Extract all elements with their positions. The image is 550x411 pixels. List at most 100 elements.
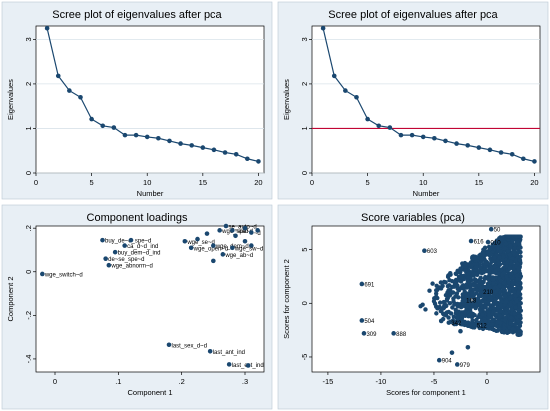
labeled-point	[188, 245, 194, 251]
labeled-point	[112, 249, 118, 255]
score-point	[442, 312, 447, 317]
score-point	[498, 309, 503, 314]
point-label: 691	[364, 282, 375, 288]
score-point	[500, 258, 506, 263]
score-point	[480, 312, 485, 317]
score-point	[497, 255, 502, 260]
score-point	[498, 293, 503, 299]
point-label: 616	[474, 240, 485, 246]
score-point	[503, 310, 509, 316]
score-point	[507, 252, 513, 258]
score-point	[466, 271, 471, 276]
score-point	[518, 286, 523, 291]
score-point	[438, 280, 444, 285]
chart-title: Scree plot of eigenvalues after pca	[328, 9, 498, 21]
score-point	[490, 277, 496, 282]
point-label: 50	[494, 228, 501, 234]
score-point	[487, 246, 493, 252]
labeled-point	[223, 223, 229, 229]
score-point	[482, 289, 488, 294]
labeled-point	[249, 243, 254, 248]
labeled-point	[217, 228, 222, 233]
score-point	[495, 319, 500, 325]
y-tick-label: 2	[24, 82, 33, 86]
score-point	[471, 271, 477, 277]
labeled-point	[422, 248, 427, 253]
y-axis-label: Scores for component 2	[282, 259, 291, 339]
score-point	[433, 291, 439, 296]
score-point	[447, 283, 452, 288]
data-point	[100, 123, 106, 129]
score-point	[502, 293, 508, 299]
score-point	[510, 326, 516, 331]
point-label: 904	[442, 359, 453, 365]
x-tick-label: .3	[242, 377, 248, 386]
data-point	[365, 116, 370, 122]
score-point	[450, 305, 455, 310]
labeled-point	[454, 362, 460, 367]
labeled-point	[452, 281, 458, 287]
y-tick-label: 0	[300, 301, 309, 305]
data-point	[387, 125, 393, 130]
score-point	[485, 300, 490, 305]
labeled-point	[461, 297, 466, 303]
score-point	[503, 241, 509, 246]
score-point	[443, 280, 448, 285]
labeled-point	[40, 271, 45, 277]
score-point	[501, 270, 507, 276]
x-tick-label: 0	[34, 178, 38, 187]
score-point	[509, 307, 515, 312]
score-point	[469, 304, 474, 309]
data-point	[465, 143, 471, 148]
score-point	[453, 277, 459, 283]
point-label: 309	[366, 332, 377, 338]
y-tick-label: 2	[300, 82, 309, 86]
point-label: 888	[396, 332, 407, 338]
score-point	[498, 302, 503, 308]
score-point	[459, 312, 464, 318]
score-point	[516, 266, 522, 271]
data-point	[343, 88, 348, 93]
labeled-point	[230, 228, 235, 233]
labeled-point	[100, 237, 105, 243]
labeled-point	[166, 342, 172, 348]
chart-panel-4: Score variables (pca) -5 0 5 -15 -10 -5 0 Scores…	[277, 204, 549, 410]
score-point	[469, 301, 475, 306]
score-point	[451, 314, 457, 319]
y-tick-label: 0	[24, 171, 33, 175]
score-point	[448, 311, 454, 316]
labeled-point	[230, 245, 235, 251]
score-point	[516, 314, 521, 319]
labeled-point	[106, 262, 112, 268]
score-point	[509, 271, 514, 276]
point-label: buy_de~e_spe~d	[105, 239, 151, 245]
chart-panel-3: Component loadings -.4 -.2 0 .2 0 .1 .2 .3 Compon…	[1, 204, 273, 410]
labeled-point	[436, 357, 442, 363]
x-tick-label: 10	[143, 178, 151, 187]
x-tick-label: .1	[115, 377, 121, 386]
score-point	[447, 300, 453, 306]
y-axis-label: Component 2	[6, 276, 15, 321]
score-point	[469, 263, 474, 268]
x-tick-label: .2	[179, 377, 185, 386]
data-point	[432, 135, 437, 141]
score-point	[485, 281, 491, 287]
point-label: wge_se~d	[186, 240, 215, 246]
labeled-point	[501, 280, 507, 286]
data-point	[354, 94, 359, 100]
score-point	[447, 292, 453, 298]
score-point	[447, 277, 452, 283]
y-tick-label: 1	[300, 126, 309, 130]
labeled-point	[514, 298, 519, 304]
x-tick-label: 0	[310, 178, 314, 187]
data-point	[256, 159, 261, 164]
score-point	[473, 297, 478, 303]
score-point	[434, 311, 439, 316]
score-point	[479, 256, 484, 261]
score-point	[517, 301, 522, 307]
score-point	[518, 254, 523, 259]
labeled-point	[493, 268, 498, 274]
score-point	[478, 301, 483, 307]
data-point	[476, 145, 482, 150]
score-point	[506, 280, 512, 285]
